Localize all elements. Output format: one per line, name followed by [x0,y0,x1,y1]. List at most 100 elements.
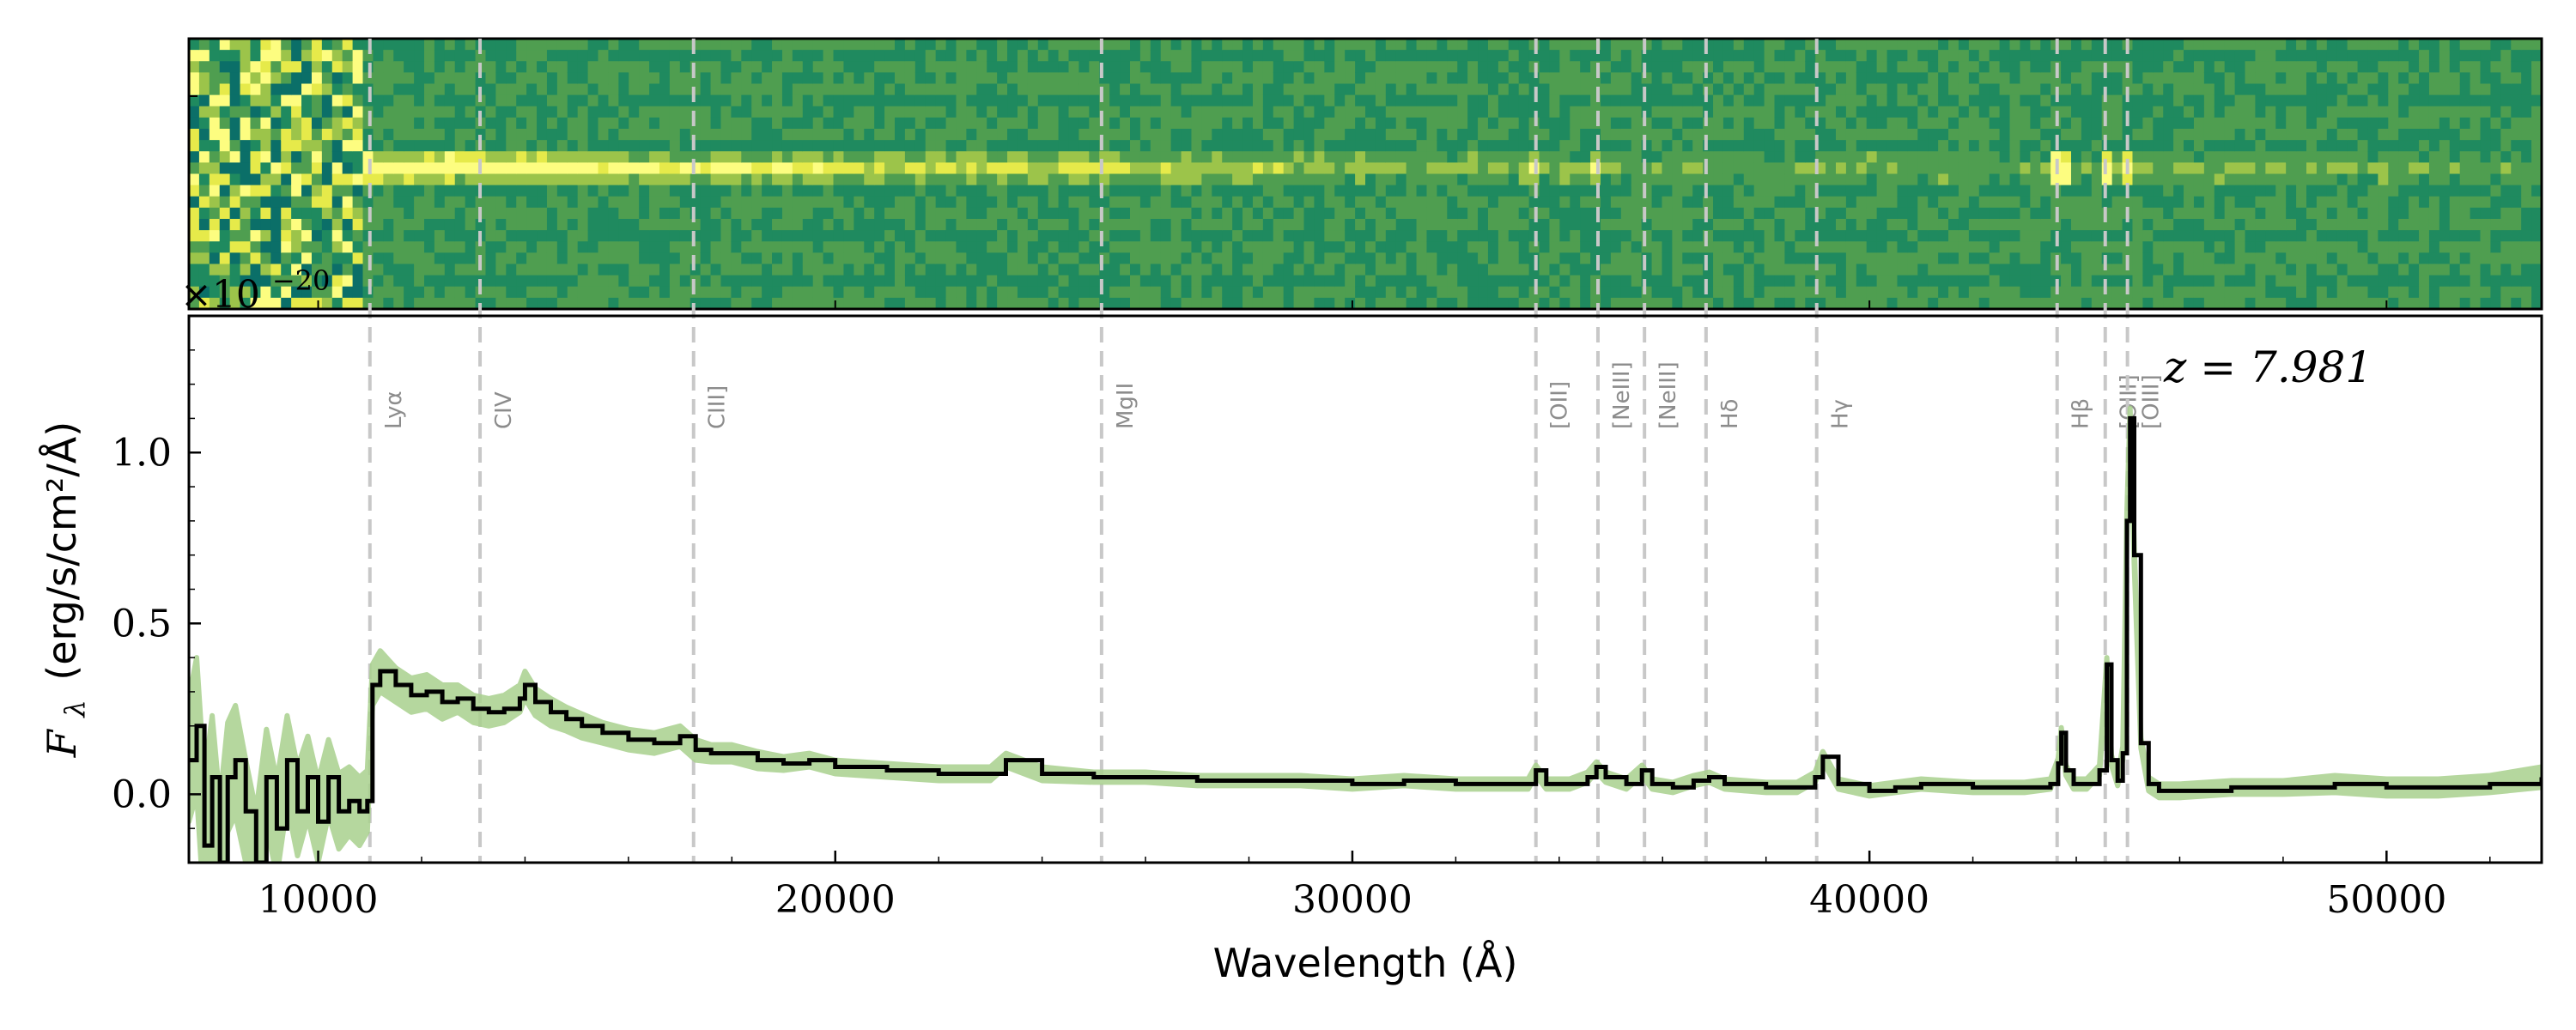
spectrum-2d-cell [1437,185,1448,197]
spectrum-2d-cell [904,185,916,197]
spectrum-2d-cell [321,39,333,51]
spectrum-2d-cell [1385,39,1397,51]
spectrum-2d-cell [270,252,282,265]
spectrum-2d-cell [2224,173,2236,186]
spectrum-2d-cell [198,286,210,299]
spectrum-2d-cell [690,230,702,242]
spectrum-2d-cell [966,286,977,299]
spectrum-2d-cell [1406,106,1418,118]
spectrum-2d-cell [2234,140,2246,152]
spectrum-2d-cell [854,50,865,62]
spectrum-2d-cell [1897,94,1908,107]
spectrum-2d-cell [1651,264,1663,276]
spectrum-2d-cell [2081,275,2093,288]
spectrum-2d-cell [1078,173,1090,186]
spectrum-2d-cell [1498,286,1510,299]
spectrum-2d-cell [1722,264,1735,276]
spectrum-2d-cell [649,140,660,152]
spectrum-2d-cell [444,297,456,310]
spectrum-2d-cell [1518,117,1530,130]
spectrum-2d-cell [2153,151,2164,163]
spectrum-2d-cell [260,61,271,73]
spectrum-2d-cell [2296,185,2307,197]
spectrum-2d-cell [1130,173,1141,186]
spectrum-2d-cell [2255,230,2266,242]
spectrum-2d-cell [2265,39,2276,51]
spectrum-2d-cell [1672,230,1683,242]
spectrum-2d-cell [219,241,231,253]
spectrum-2d-cell [1058,173,1070,186]
spectrum-2d-cell [2071,117,2082,130]
spectrum-2d-cell [1007,252,1018,265]
spectrum-2d-cell [1293,61,1305,73]
spectrum-2d-cell [1017,151,1029,163]
spectrum-2d-cell [1866,72,1878,85]
spectrum-2d-cell [1457,207,1468,220]
spectrum-2d-cell [2111,140,2123,152]
spectrum-2d-cell [506,275,517,288]
spectrum-2d-cell [1447,275,1458,288]
spectrum-2d-cell [270,140,282,152]
spectrum-2d-cell [2265,185,2276,197]
spectrum-2d-cell [2234,162,2246,175]
spectrum-2d-cell [1999,297,2011,310]
spectrum-2d-cell [690,264,702,276]
spectrum-2d-cell [1672,264,1683,276]
spectrum-2d-cell [1048,275,1060,288]
spectrum-2d-cell [1836,162,1847,175]
spectrum-2d-cell [1713,140,1724,152]
spectrum-2d-cell [291,252,302,265]
spectrum-2d-cell [1978,151,1990,163]
spectrum-2d-cell [2214,241,2226,253]
spectrum-2d-cell [895,286,906,299]
spectrum-2d-cell [1089,83,1100,96]
spectrum-2d-cell [956,151,967,163]
spectrum-2d-cell [1334,162,1346,175]
spectrum-2d-cell [679,50,691,62]
spectrum-2d-cell [956,275,967,288]
spectrum-2d-cell [1764,61,1776,73]
spectrum-2d-cell [1170,162,1182,175]
spectrum-2d-cell [1058,94,1070,107]
spectrum-2d-cell [2153,50,2164,62]
spectrum-2d-cell [1498,297,1510,310]
spectrum-2d-cell [414,230,425,242]
spectrum-2d-cell [526,286,538,299]
spectrum-2d-cell [567,297,579,310]
spectrum-2d-cell [1508,241,1520,253]
spectrum-2d-cell [1938,140,1949,152]
spectrum-2d-cell [1958,151,1970,163]
spectrum-2d-cell [710,94,722,107]
spectrum-2d-cell [260,196,271,209]
spectrum-2d-cell [629,39,640,51]
spectrum-2d-cell [966,162,977,175]
spectrum-2d-cell [352,162,364,175]
spectrum-2d-cell [465,61,477,73]
spectrum-2d-cell [1651,252,1663,265]
spectrum-2d-cell [669,286,681,299]
spectrum-2d-cell [1212,140,1223,152]
spectrum-2d-cell [710,173,722,186]
spectrum-2d-cell [1886,196,1899,209]
spectrum-2d-cell [2234,117,2246,130]
spectrum-2d-cell [311,39,323,51]
spectrum-2d-cell [2296,72,2307,85]
spectrum-2d-cell [516,241,527,253]
spectrum-2d-cell [884,106,896,118]
spectrum-2d-cell [772,94,783,107]
spectrum-2d-cell [311,297,323,310]
spectrum-2d-cell [1437,173,1448,186]
spectrum-2d-cell [669,162,681,175]
spectrum-2d-cell [1139,241,1151,253]
spectrum-2d-cell [2286,185,2297,197]
spectrum-2d-cell [976,129,987,141]
spectrum-2d-cell [2009,173,2021,186]
spectrum-2d-cell [2193,39,2205,51]
spectrum-2d-cell [2234,61,2246,73]
spectrum-2d-cell [1651,94,1663,107]
spectrum-2d-cell [1968,185,1980,197]
spectrum-2d-cell [189,230,200,242]
spectrum-2d-cell [1989,230,2001,242]
spectrum-2d-cell [823,162,835,175]
spectrum-2d-cell [1886,286,1899,299]
